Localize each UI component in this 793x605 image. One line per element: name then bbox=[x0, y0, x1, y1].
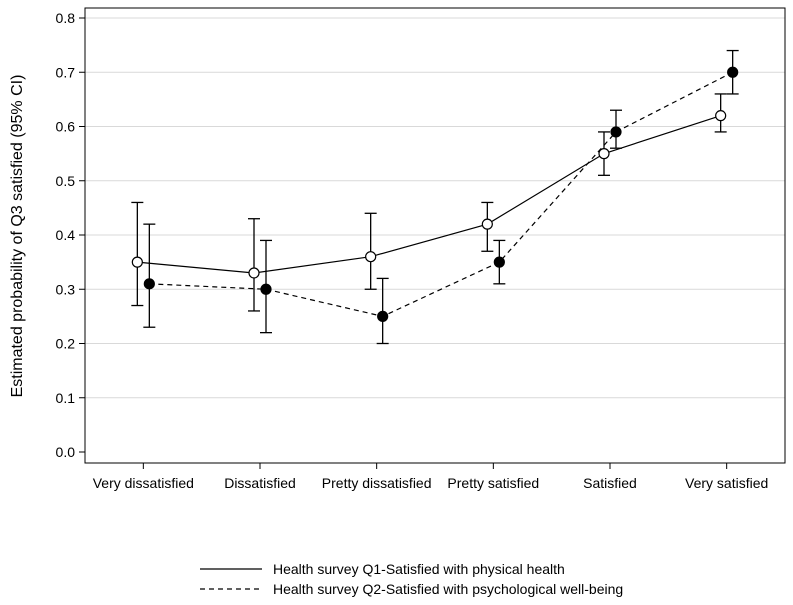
y-axis-title: Estimated probability of Q3 satisfied (9… bbox=[9, 75, 26, 398]
data-point-filled bbox=[377, 310, 389, 322]
legend-label: Health survey Q1-Satisfied with physical… bbox=[273, 561, 565, 577]
x-tick-label: Pretty dissatisfied bbox=[322, 475, 432, 491]
data-point-filled bbox=[727, 66, 739, 78]
data-point-filled bbox=[143, 278, 155, 290]
x-tick-label: Dissatisfied bbox=[224, 475, 296, 491]
axis-layer: Estimated probability of Q3 satisfied (9… bbox=[9, 7, 786, 491]
data-point-open bbox=[715, 110, 727, 122]
y-tick-label: 0.3 bbox=[56, 281, 76, 297]
y-tick-label: 0.7 bbox=[56, 64, 76, 80]
x-tick-label: Pretty satisfied bbox=[447, 475, 539, 491]
series-layer bbox=[131, 49, 739, 345]
legend-label: Health survey Q2-Satisfied with psycholo… bbox=[273, 581, 623, 597]
y-tick-label: 0.8 bbox=[56, 10, 76, 26]
y-tick-label: 0.4 bbox=[56, 227, 76, 243]
data-point-filled bbox=[610, 126, 622, 138]
data-point-open bbox=[248, 267, 260, 279]
data-point-open bbox=[131, 256, 143, 268]
y-tick-label: 0.6 bbox=[56, 119, 76, 135]
data-point-filled bbox=[260, 283, 272, 295]
x-tick-label: Very satisfied bbox=[685, 475, 768, 491]
grid-layer bbox=[85, 17, 785, 399]
y-tick-label: 0.1 bbox=[56, 390, 76, 406]
y-tick-label: 0.5 bbox=[56, 173, 76, 189]
data-point-filled bbox=[493, 256, 505, 268]
series-line bbox=[137, 115, 721, 274]
data-point-open bbox=[481, 218, 493, 230]
x-tick-label: Very dissatisfied bbox=[93, 475, 194, 491]
series-line bbox=[149, 71, 733, 318]
data-point-open bbox=[365, 251, 377, 263]
data-point-open bbox=[598, 148, 610, 160]
legend: Health survey Q1-Satisfied with physical… bbox=[200, 561, 623, 597]
y-tick-label: 0.2 bbox=[56, 336, 76, 352]
x-tick-label: Satisfied bbox=[583, 475, 637, 491]
y-tick-label: 0.0 bbox=[56, 444, 76, 460]
